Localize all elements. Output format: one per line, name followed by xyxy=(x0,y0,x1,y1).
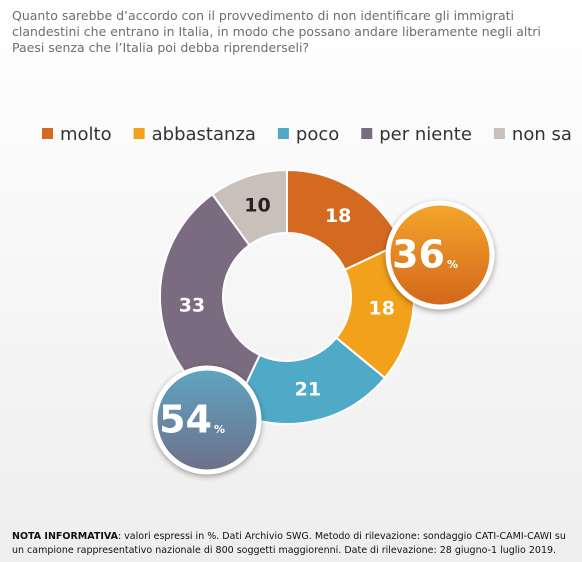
slice-label: 10 xyxy=(244,195,270,217)
footer-label: NOTA INFORMATIVA xyxy=(12,531,118,542)
footer-text: : valori espressi in %. Dati Archivio SW… xyxy=(12,531,566,556)
legend-label: abbastanza xyxy=(152,124,256,145)
slice-label: 18 xyxy=(369,297,395,319)
callout-value: 36 xyxy=(392,233,445,277)
question: Quanto sarebbe d’accordo con il provvedi… xyxy=(12,8,541,55)
callout-unit: % xyxy=(214,423,225,436)
legend-swatch xyxy=(277,128,289,139)
legend-label: molto xyxy=(60,124,112,145)
callout-value: 54 xyxy=(159,398,212,442)
donut-slice xyxy=(159,192,262,414)
legend-swatch xyxy=(493,128,505,139)
legend-swatch xyxy=(133,128,145,139)
callout-circle xyxy=(385,200,495,310)
donut-slice xyxy=(210,168,288,247)
legend-swatch xyxy=(42,128,53,139)
legend-label: non sa xyxy=(512,124,572,145)
legend-label: per niente xyxy=(379,124,472,145)
footer: NOTA INFORMATIVA: valori espressi in %. … xyxy=(12,530,572,558)
decor xyxy=(245,0,335,10)
legend-swatch xyxy=(361,128,373,139)
slice-label: 33 xyxy=(179,294,205,316)
legend-label: poco xyxy=(296,124,339,145)
callout-unit: % xyxy=(447,258,458,271)
slice-label: 18 xyxy=(325,205,351,227)
slice-label: 21 xyxy=(295,379,321,401)
callout-circle xyxy=(152,365,262,475)
